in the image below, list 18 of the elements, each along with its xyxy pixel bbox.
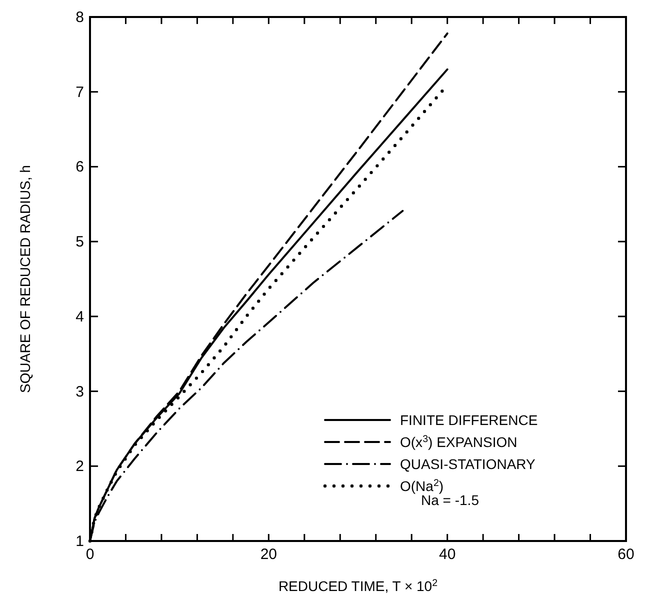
x-tick-label: 20 [260, 546, 278, 563]
legend-label: O(Na$^{2}$) [400, 478, 444, 494]
y-tick-label: 7 [76, 84, 84, 101]
y-tick-label: 8 [76, 9, 84, 26]
x-tick-label: 0 [86, 546, 94, 563]
x-tick-label: 40 [438, 546, 456, 563]
x-axis-title: REDUCED TIME, T × 10$^{2}$ [278, 578, 438, 594]
y-tick-label: 6 [76, 158, 84, 176]
legend-label: O(x$^{3}$) EXPANSION [400, 434, 518, 450]
y-tick-label: 5 [76, 234, 84, 251]
y-tick-label: 2 [76, 458, 84, 476]
x-tick-label: 60 [618, 546, 634, 563]
y-tick-label: 4 [76, 308, 84, 326]
y-tick-label: 3 [76, 383, 84, 400]
legend-label: QUASI-STATIONARY [400, 456, 536, 472]
y-axis-title: SQUARE OF REDUCED RADIUS, h [17, 165, 33, 393]
y-tick-label: 1 [76, 533, 84, 550]
legend-label: FINITE DIFFERENCE [400, 412, 538, 428]
